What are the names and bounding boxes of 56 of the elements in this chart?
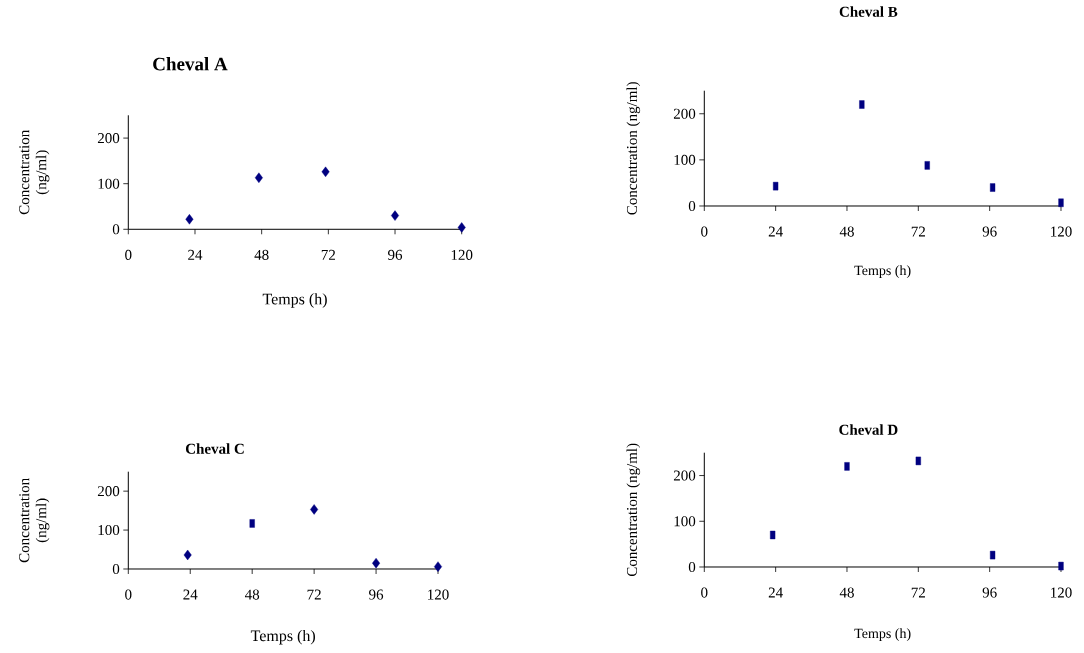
chart-title: Cheval A [153,57,228,71]
y-tick-label: 100 [98,525,120,536]
x-tick-label: 24 [188,249,203,260]
x-tick-label: 72 [911,226,925,237]
x-tick-label: 120 [451,249,473,260]
point [372,557,381,569]
x-tick-label: 72 [307,589,321,600]
chart-title: Cheval D [839,424,898,435]
point [254,172,263,183]
y-axis-title: Concentration (ng/ml) [626,82,641,215]
y-tick-label: 200 [97,133,120,144]
y-axis-title: Concentration (ng/ml) [19,130,50,215]
x-tick-label: 0 [125,589,132,600]
y-axis-title: Concentration (ng/ml) [626,443,641,577]
x-tick-label: 96 [369,589,384,600]
x-axis-title: Temps (h) [854,628,911,641]
x-tick-label: 48 [244,589,260,600]
point [183,549,192,561]
x-tick-label: 24 [768,587,783,598]
x-tick-label: 24 [183,589,198,600]
y-tick-label: 200 [673,108,696,119]
x-tick-label: 96 [982,587,997,598]
x-tick-label: 24 [768,226,783,237]
chart-title: Cheval C [185,443,244,454]
y-tick-label: 200 [97,486,120,497]
x-tick-label: 48 [254,249,269,260]
x-tick-label: 96 [388,249,403,260]
x-tick-label: 0 [701,587,708,598]
x-tick-label: 72 [911,587,925,598]
x-tick-label: 48 [839,587,854,598]
y-tick-label: 0 [688,561,696,573]
point [391,210,399,221]
x-axis-title: Temps (h) [262,293,327,308]
y-tick-label: 0 [688,200,696,212]
x-tick-label: 0 [125,249,132,260]
point [185,214,194,225]
y-tick-label: 0 [112,563,120,575]
x-axis-title: Temps (h) [854,265,911,278]
point [434,561,442,572]
y-tick-label: 100 [674,516,696,527]
x-tick-label: 120 [428,589,449,600]
x-tick-label: 120 [1051,226,1072,237]
x-tick-label: 72 [321,249,336,260]
y-tick-label: 100 [674,154,696,165]
y-tick-label: 100 [98,178,120,189]
chart-title: Cheval B [839,6,898,17]
y-axis-title: Concentration (ng/ml) [19,478,50,563]
y-tick-label: 200 [673,470,696,481]
x-tick-label: 48 [839,226,854,237]
x-tick-label: 0 [701,226,708,237]
x-tick-label: 96 [982,226,997,237]
point [321,166,330,178]
point [310,504,319,515]
x-tick-label: 120 [1051,587,1072,598]
point [457,222,466,233]
x-axis-title: Temps (h) [250,629,315,645]
